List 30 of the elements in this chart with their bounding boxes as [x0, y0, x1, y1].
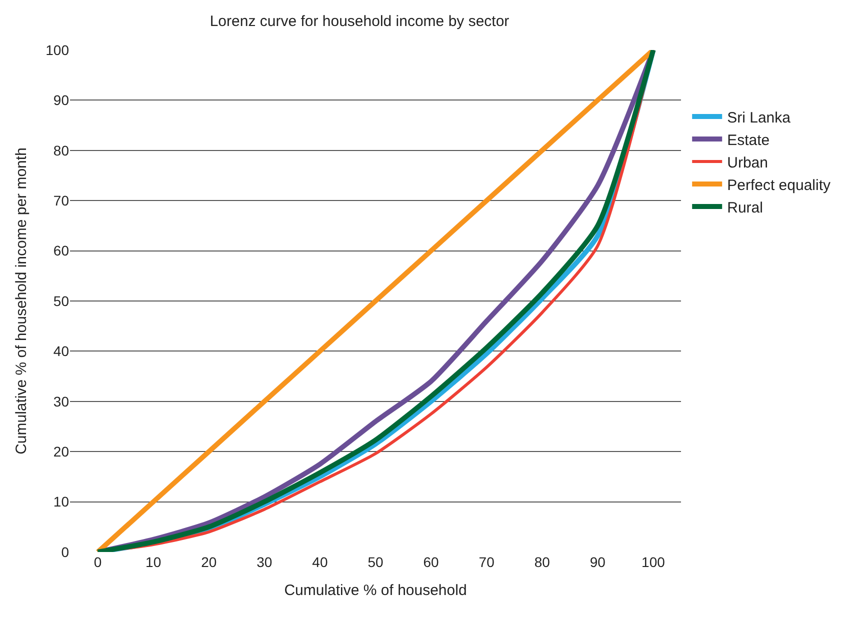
y-tick-label: 70 — [53, 192, 70, 208]
x-axis-title: Cumulative % of household — [284, 582, 467, 599]
legend-label: Perfect equality — [727, 176, 831, 194]
y-axis-title: Cumulative % of household income per month — [12, 148, 30, 454]
legend-label: Urban — [727, 154, 768, 172]
x-tick-label: 40 — [312, 554, 328, 570]
x-tick-label: 100 — [642, 554, 666, 570]
legend-label: Sri Lanka — [727, 109, 792, 126]
legend-label: Rural — [727, 199, 763, 216]
x-tick-label: 90 — [590, 554, 606, 570]
y-tick-label: 40 — [53, 343, 70, 360]
x-tick-label: 0 — [94, 554, 102, 570]
y-tick-label: 90 — [53, 92, 70, 108]
x-tick-label: 60 — [423, 554, 440, 570]
y-tick-label: 50 — [53, 292, 70, 309]
y-tick-label: 100 — [46, 42, 70, 58]
y-tick-label: 20 — [53, 444, 70, 460]
x-tick-label: 10 — [146, 554, 162, 570]
x-tick-label: 50 — [368, 554, 384, 570]
y-tick-label: 0 — [61, 544, 70, 560]
legend-label: Estate — [727, 132, 770, 149]
y-tick-label: 30 — [53, 393, 70, 410]
x-tick-label: 30 — [256, 554, 272, 570]
x-tick-label: 70 — [478, 554, 495, 570]
y-tick-label: 80 — [53, 142, 70, 158]
x-tick-label: 80 — [534, 554, 550, 570]
chart-title: Lorenz curve for household income by sector — [210, 13, 510, 30]
y-tick-label: 10 — [53, 494, 70, 510]
y-tick-label: 60 — [53, 242, 70, 259]
x-tick-label: 20 — [201, 554, 217, 570]
